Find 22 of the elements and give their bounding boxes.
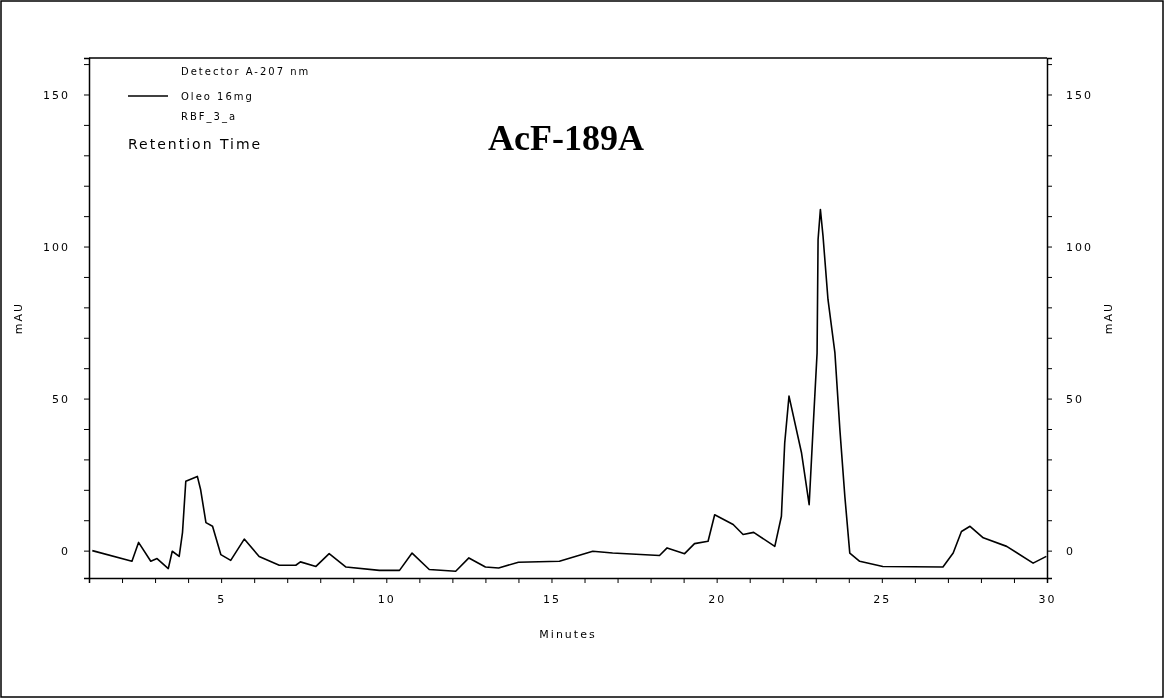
x-tick-label: 10 bbox=[377, 592, 396, 606]
y2-tick-label: 100 bbox=[1066, 240, 1093, 254]
text: AcF-189A bbox=[488, 118, 644, 158]
y2-axis-title: mAU bbox=[1102, 301, 1115, 335]
x-tick-label: 30 bbox=[1038, 592, 1057, 606]
y2-tick-label: 150 bbox=[1066, 88, 1093, 102]
y-tick-label: 100 bbox=[43, 240, 70, 254]
x-tick-label: 15 bbox=[542, 592, 561, 606]
y2-tick-label: 50 bbox=[1066, 392, 1084, 406]
y-axis-title: mAU bbox=[12, 301, 25, 335]
y-tick-label: 150 bbox=[43, 88, 70, 102]
x-tick-label: 20 bbox=[708, 592, 727, 606]
legend-label: Oleo 16mg bbox=[181, 91, 254, 102]
y2-tick-label: 0 bbox=[1066, 544, 1075, 558]
x-axis-title: Minutes bbox=[539, 628, 597, 641]
annotation: Detector A-207 nm bbox=[181, 66, 311, 77]
annotation: Retention Time bbox=[128, 136, 263, 152]
y-tick-label: 0 bbox=[61, 544, 70, 558]
x-tick-label: 25 bbox=[873, 592, 892, 606]
x-tick-label: 5 bbox=[217, 592, 227, 606]
y-tick-label: 50 bbox=[52, 392, 70, 406]
annotation: RBF_3_a bbox=[181, 111, 238, 123]
